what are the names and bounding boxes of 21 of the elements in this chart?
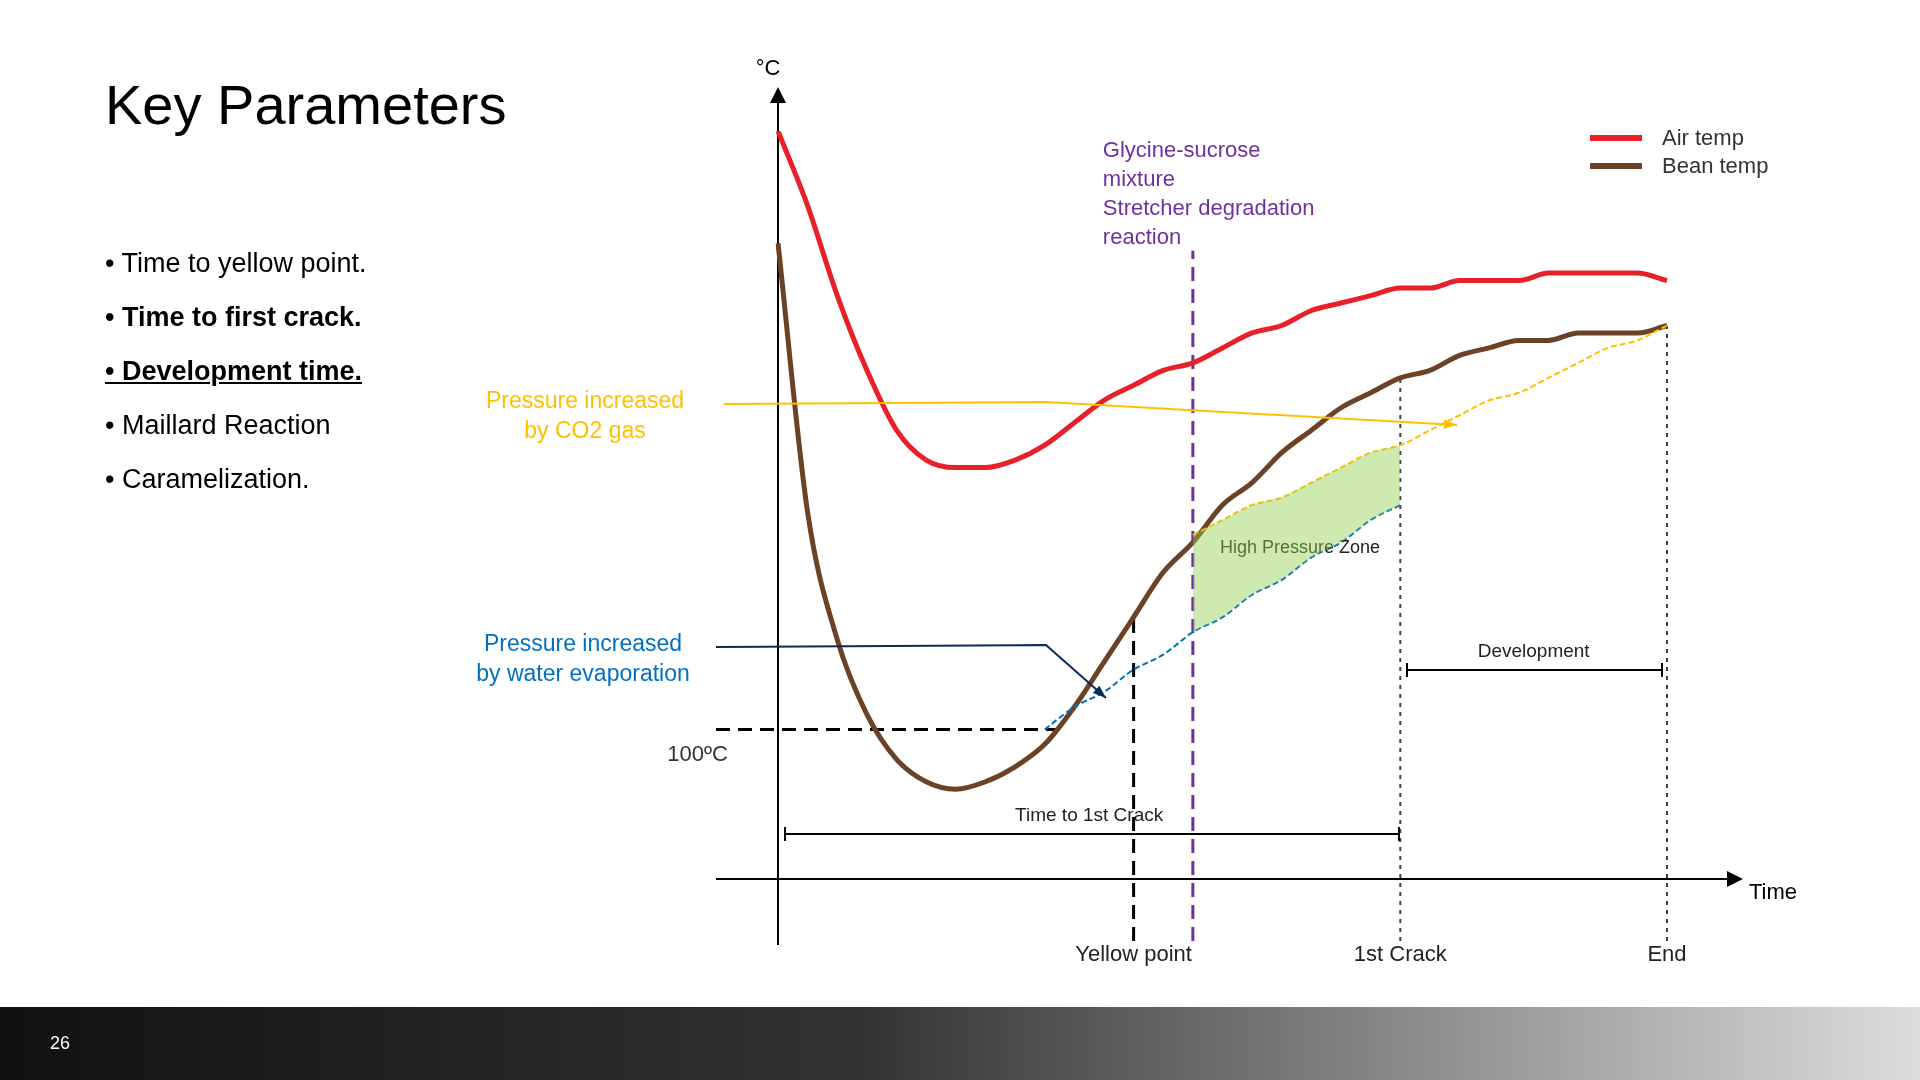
legend-label: Bean temp bbox=[1661, 152, 1769, 180]
x-axis-title: Time bbox=[1749, 879, 1798, 905]
text: 26 bbox=[50, 1033, 71, 1054]
text: • Caramelization. bbox=[105, 463, 311, 496]
text: • Time to first crack. bbox=[105, 301, 363, 334]
text: • Development time. bbox=[105, 355, 363, 388]
x-tick-label: 1st Crack bbox=[1353, 941, 1448, 967]
text: Key Parameters bbox=[105, 72, 507, 137]
ref-line-label: 100ºC bbox=[667, 741, 729, 767]
x-tick-label: Yellow point bbox=[1075, 941, 1192, 967]
annotation: Development bbox=[1477, 639, 1591, 661]
annotation: High Pressure Zone bbox=[1219, 536, 1381, 557]
annotation: Glycine-sucrose mixture Stretcher degradation reaction bbox=[1102, 136, 1315, 249]
annotation: Time to 1st Crack bbox=[1015, 804, 1164, 826]
y-axis-title: °C bbox=[755, 55, 781, 81]
text: • Time to yellow point. bbox=[105, 247, 367, 280]
x-tick-label: End bbox=[1647, 941, 1687, 967]
text: • Maillard Reaction bbox=[105, 409, 332, 442]
text: Pressure increased by water evaporation bbox=[476, 630, 690, 687]
legend-label: Air temp bbox=[1661, 124, 1745, 152]
text: Pressure increased by CO2 gas bbox=[485, 387, 685, 444]
